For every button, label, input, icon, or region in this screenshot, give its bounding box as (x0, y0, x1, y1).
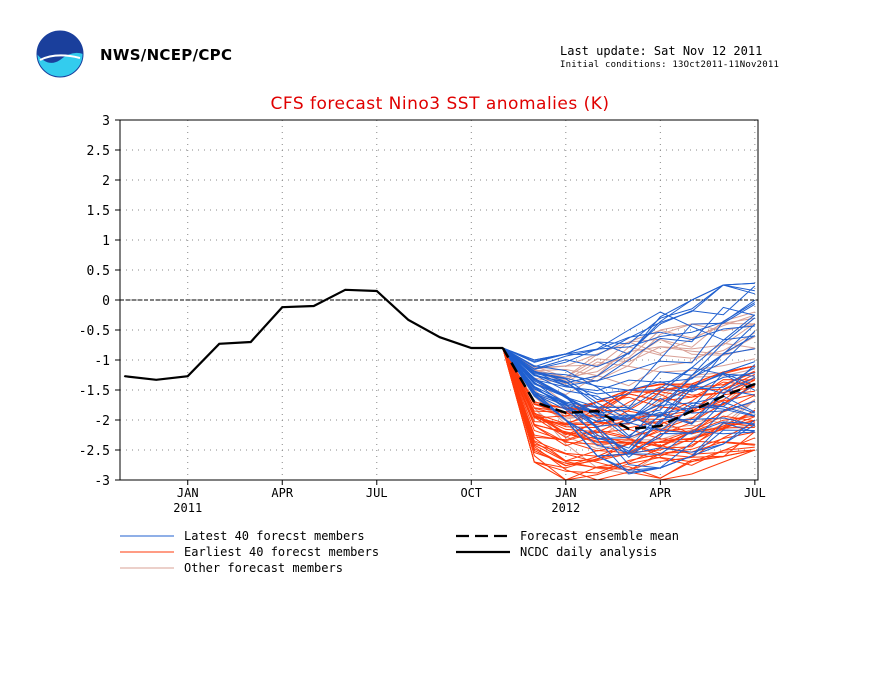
ncdc-analysis-line (124, 288, 503, 381)
x-tick-label: APR (271, 486, 293, 500)
forecast-member-line-latest (502, 347, 755, 420)
y-tick-label: 2 (102, 174, 110, 189)
forecast-member-line-earliest (502, 347, 755, 439)
ncdc-analysis-point (438, 336, 441, 339)
ensemble-mean-point (533, 401, 536, 403)
noaa-logo-icon (36, 30, 84, 78)
ensemble-mean-point (754, 383, 756, 385)
forecast-member-line-latest (502, 347, 756, 449)
y-tick-label: 1 (102, 234, 110, 249)
last-update-label: Last update: Sat Nov 12 2011 (560, 44, 763, 58)
forecast-member-line-latest (502, 347, 755, 395)
forecast-member-line-earliest (502, 347, 755, 452)
ncdc-analysis-point (218, 343, 221, 345)
legend-label-analysis: NCDC daily analysis (520, 545, 657, 559)
y-tick-label: -1.5 (79, 384, 110, 399)
ensemble-mean-point (722, 395, 725, 397)
ncdc-analysis-point (375, 290, 378, 292)
x-year-label: 2011 (173, 501, 202, 515)
ncdc-analysis-point (407, 319, 410, 321)
forecast-member-line-latest (502, 303, 756, 401)
ncdc-analysis-point (155, 379, 158, 381)
ensemble-mean-point (565, 412, 567, 414)
ncdc-analysis-point (123, 375, 126, 378)
y-tick-label: -3 (94, 474, 110, 489)
x-tick-label: OCT (460, 486, 482, 500)
y-tick-label: -2 (94, 414, 110, 429)
forecast-member-line-latest (502, 347, 755, 409)
forecast-member-line-earliest (502, 347, 756, 471)
forecast-member-line-latest (502, 347, 755, 455)
forecast-member-line-latest (502, 299, 756, 361)
ensemble-mean-point (659, 425, 662, 427)
y-tick-label: -2.5 (79, 444, 110, 459)
ensemble-mean-point (596, 410, 599, 412)
ensemble-mean-point (502, 347, 504, 349)
y-tick-label: 1.5 (87, 204, 110, 219)
ensemble-mean-point (691, 410, 693, 412)
y-tick-label: 0 (102, 294, 110, 309)
ncdc-analysis-point (344, 289, 347, 291)
forecast-member-line-latest (502, 347, 756, 453)
forecast-member-line-latest (502, 347, 756, 425)
initial-conditions-label: Initial conditions: 13Oct2011-11Nov2011 (560, 60, 780, 70)
ncdc-analysis-point (249, 341, 252, 343)
y-tick-label: 3 (102, 114, 110, 129)
chart-title: CFS forecast Nino3 SST anomalies (K) (270, 94, 609, 114)
forecast-member-line-latest (502, 302, 756, 387)
forecast-member-line-latest (502, 347, 755, 474)
forecast-member-line-latest (502, 317, 756, 423)
forecast-member-line-earliest (502, 347, 755, 481)
legend-label-latest: Latest 40 forecst members (184, 529, 365, 543)
ncdc-analysis-point (281, 306, 284, 309)
forecast-member-line-earliest (502, 347, 755, 474)
x-tick-label: JUL (366, 486, 388, 500)
x-tick-label: JUL (744, 486, 766, 500)
x-tick-label: APR (649, 486, 671, 500)
forecast-member-line-latest (502, 347, 755, 424)
main-lines (123, 288, 756, 431)
ncdc-analysis-point (312, 305, 315, 307)
forecast-member-line-earliest (502, 347, 755, 447)
plot-frame (119, 119, 759, 481)
y-tick-label: 2.5 (87, 144, 110, 159)
forecast-member-line-latest (502, 282, 755, 361)
forecast-member-line-latest (502, 325, 755, 368)
legend-label-other: Other forecast members (184, 561, 343, 575)
forecast-member-line-earliest (502, 347, 755, 429)
x-tick-label: JAN (177, 486, 199, 500)
forecast-member-line-latest (502, 323, 756, 392)
forecast-member-line-latest (502, 282, 755, 363)
legend: Latest 40 forecst members Earliest 40 for… (120, 529, 679, 575)
forecast-member-line-latest (502, 347, 755, 452)
y-tick-label: 0.5 (87, 264, 110, 279)
y-tick-label: -1 (94, 354, 110, 369)
y-tick-label: -0.5 (79, 324, 110, 339)
forecast-member-line-other (502, 338, 755, 370)
forecast-member-line-latest (502, 347, 756, 469)
axes: 32.521.510.50-0.5-1-1.5-2-2.5-3JAN2011AP… (79, 114, 766, 515)
forecast-member-line-other (502, 347, 755, 427)
forecast-member-line-latest (502, 347, 755, 458)
legend-label-mean: Forecast ensemble mean (520, 529, 679, 543)
ensemble-mean-point (628, 428, 630, 430)
grid (120, 120, 758, 480)
x-tick-label: JAN (555, 486, 577, 500)
ncdc-analysis-point (186, 375, 189, 378)
x-year-label: 2012 (551, 501, 580, 515)
forecast-member-line-latest (502, 306, 755, 382)
forecast-member-line-latest (502, 314, 756, 414)
org-label: NWS/NCEP/CPC (100, 46, 233, 64)
ncdc-analysis-point (470, 347, 473, 349)
legend-label-earliest: Earliest 40 forecst members (184, 545, 379, 559)
forecast-member-line-latest (502, 347, 756, 437)
forecast-members (502, 282, 756, 481)
